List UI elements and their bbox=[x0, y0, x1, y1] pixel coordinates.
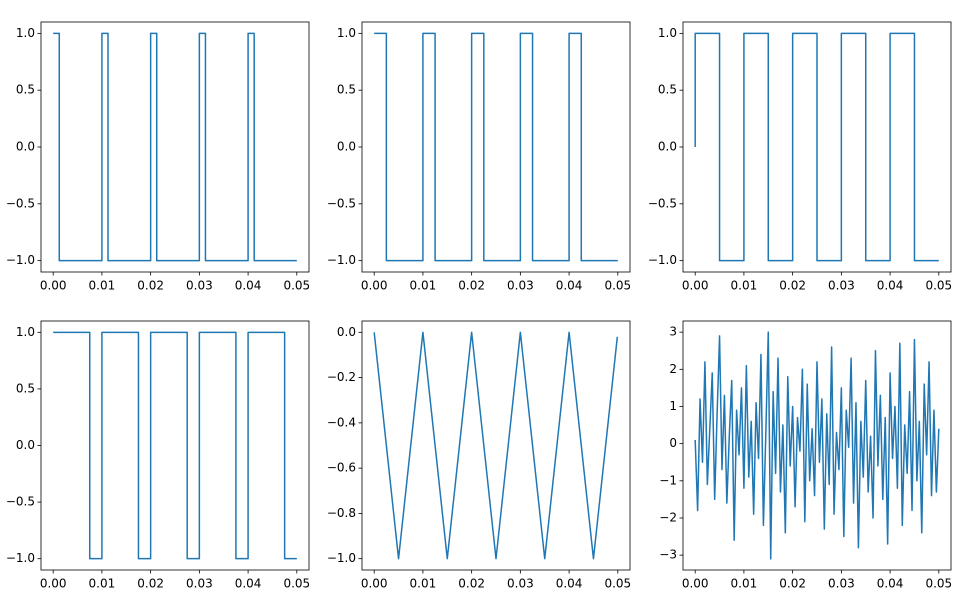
plot-area bbox=[53, 32, 297, 262]
x-tick-label: 0.04 bbox=[877, 279, 904, 293]
x-tick-label: 0.03 bbox=[828, 279, 855, 293]
x-tick-label: 0.02 bbox=[779, 279, 806, 293]
y-tick-label: 0.0 bbox=[337, 325, 356, 339]
x-tick-label: 0.03 bbox=[186, 577, 213, 591]
x-tick-label: 0.02 bbox=[137, 279, 164, 293]
y-tick-label: 1 bbox=[669, 399, 677, 413]
y-tick-label: −3 bbox=[659, 548, 677, 562]
x-tick-label: 0.00 bbox=[361, 279, 388, 293]
plot-area bbox=[373, 331, 619, 560]
y-tick-label: −1.0 bbox=[327, 253, 356, 267]
subplot: 0.00 0.01 0.02 0.03 0.04 0.05 −1.0 −0.5 0.0 0.5 1.… bbox=[6, 320, 310, 591]
subplot: 0.00 0.01 0.02 0.03 0.04 0.05 −1.0 −0.8 −0.6 −0.4… bbox=[327, 320, 631, 591]
y-tick-label: 1.0 bbox=[658, 26, 677, 40]
y-tick-label: 0.0 bbox=[658, 140, 677, 154]
x-tick-label: 0.01 bbox=[410, 279, 437, 293]
y-tick-label: 1.0 bbox=[337, 26, 356, 40]
y-tick-label: 0 bbox=[669, 436, 677, 450]
y-tick-label: −0.5 bbox=[6, 495, 35, 509]
x-tick-label: 0.05 bbox=[604, 279, 631, 293]
subplot: 0.00 0.01 0.02 0.03 0.04 0.05 −1.0 −0.5 0.0 0.5 1.… bbox=[327, 21, 631, 293]
x-tick-label: 0.04 bbox=[877, 577, 904, 591]
y-tick-label: 1.0 bbox=[16, 325, 35, 339]
y-tick-label: 0.5 bbox=[658, 83, 677, 97]
y-tick-label: −1 bbox=[659, 473, 677, 487]
y-tick-label: −0.5 bbox=[327, 196, 356, 210]
x-tick-label: 0.01 bbox=[89, 577, 116, 591]
y-tick-label: −0.2 bbox=[327, 370, 356, 384]
x-tick-label: 0.01 bbox=[89, 279, 116, 293]
x-tick-label: 0.01 bbox=[731, 279, 758, 293]
x-tick-label: 0.02 bbox=[779, 577, 806, 591]
plot-area bbox=[53, 331, 297, 560]
x-tick-label: 0.01 bbox=[410, 577, 437, 591]
x-tick-label: 0.03 bbox=[507, 279, 534, 293]
y-tick-label: −1.0 bbox=[648, 253, 677, 267]
x-tick-label: 0.02 bbox=[458, 279, 485, 293]
y-tick-label: −1.0 bbox=[327, 551, 356, 565]
axes-frame bbox=[682, 320, 952, 571]
x-tick-label: 0.00 bbox=[361, 577, 388, 591]
plot-area bbox=[694, 32, 939, 262]
line bbox=[694, 331, 940, 560]
y-tick-label: −0.5 bbox=[6, 196, 35, 210]
y-tick-label: −2 bbox=[659, 510, 677, 524]
y-tick-label: −0.6 bbox=[327, 461, 356, 475]
y-tick-label: 0.0 bbox=[16, 140, 35, 154]
x-tick-label: 0.05 bbox=[925, 577, 952, 591]
x-tick-label: 0.04 bbox=[235, 279, 262, 293]
plot-area bbox=[694, 331, 940, 560]
plot-area bbox=[374, 32, 618, 262]
x-tick-label: 0.02 bbox=[458, 577, 485, 591]
y-tick-label: −0.5 bbox=[648, 196, 677, 210]
x-tick-label: 0.04 bbox=[556, 577, 583, 591]
axes-frame bbox=[361, 320, 631, 571]
x-tick-label: 0.03 bbox=[186, 279, 213, 293]
line bbox=[694, 32, 939, 262]
x-tick-label: 0.02 bbox=[137, 577, 164, 591]
y-tick-label: −1.0 bbox=[6, 253, 35, 267]
x-tick-label: 0.00 bbox=[40, 577, 67, 591]
x-tick-label: 0.04 bbox=[556, 279, 583, 293]
y-tick-label: 0.0 bbox=[337, 140, 356, 154]
line bbox=[373, 331, 619, 560]
subplot: 0.00 0.01 0.02 0.03 0.04 0.05 −3 −2 −1 0 1 2 3 bbox=[659, 320, 952, 591]
y-tick-label: 1.0 bbox=[16, 26, 35, 40]
x-tick-label: 0.01 bbox=[731, 577, 758, 591]
x-tick-label: 0.04 bbox=[235, 577, 262, 591]
y-tick-label: 3 bbox=[669, 325, 677, 339]
y-tick-label: 0.5 bbox=[337, 83, 356, 97]
y-tick-label: −1.0 bbox=[6, 551, 35, 565]
subplot: 0.00 0.01 0.02 0.03 0.04 0.05 −1.0 −0.5 0.0 0.5 1.… bbox=[6, 21, 310, 293]
x-tick-label: 0.03 bbox=[507, 577, 534, 591]
x-tick-label: 0.05 bbox=[925, 279, 952, 293]
y-tick-label: 0.5 bbox=[16, 83, 35, 97]
x-tick-label: 0.05 bbox=[283, 279, 310, 293]
y-tick-label: 0.5 bbox=[16, 381, 35, 395]
x-tick-label: 0.00 bbox=[40, 279, 67, 293]
x-tick-label: 0.00 bbox=[682, 279, 709, 293]
y-tick-label: 2 bbox=[669, 362, 677, 376]
y-tick-label: −0.4 bbox=[327, 415, 356, 429]
x-tick-label: 0.05 bbox=[604, 577, 631, 591]
x-tick-label: 0.05 bbox=[283, 577, 310, 591]
subplot: 0.00 0.01 0.02 0.03 0.04 0.05 −1.0 −0.5 0.0 0.5 1.… bbox=[648, 21, 952, 293]
x-tick-label: 0.00 bbox=[682, 577, 709, 591]
line bbox=[53, 32, 297, 262]
line bbox=[53, 331, 297, 560]
line bbox=[374, 32, 618, 262]
x-tick-label: 0.03 bbox=[828, 577, 855, 591]
y-tick-label: −0.8 bbox=[327, 506, 356, 520]
y-tick-label: 0.0 bbox=[16, 438, 35, 452]
